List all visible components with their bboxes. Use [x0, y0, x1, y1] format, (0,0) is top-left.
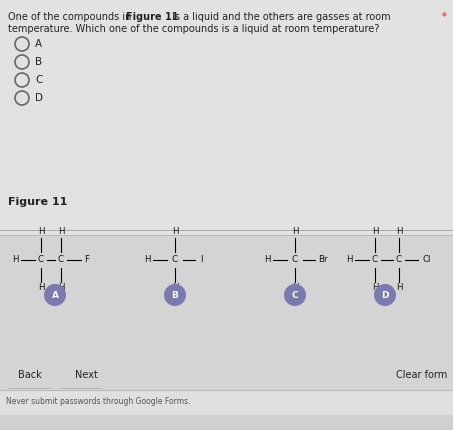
Text: Never submit passwords through Google Forms.: Never submit passwords through Google Fo…: [6, 397, 191, 406]
Circle shape: [284, 284, 306, 306]
Bar: [0, 415, 453, 430]
Text: H: H: [144, 255, 150, 264]
Text: C: C: [38, 255, 44, 264]
Text: Br: Br: [318, 255, 328, 264]
Circle shape: [374, 284, 396, 306]
Text: D: D: [35, 93, 43, 103]
Bar: [0, 390, 453, 415]
Text: is a liquid and the others are gasses at room: is a liquid and the others are gasses at…: [169, 12, 390, 22]
Text: A: A: [35, 39, 42, 49]
Text: H: H: [172, 283, 178, 292]
Text: One of the compounds in: One of the compounds in: [8, 12, 135, 22]
Circle shape: [44, 284, 66, 306]
Text: H: H: [58, 227, 64, 236]
Text: C: C: [35, 75, 43, 85]
Text: H: H: [172, 227, 178, 236]
Text: temperature. Which one of the compounds is a liquid at room temperature?: temperature. Which one of the compounds …: [8, 24, 379, 34]
Text: H: H: [372, 227, 378, 236]
Text: Figure 11: Figure 11: [8, 197, 67, 207]
Bar: [0, 0, 453, 235]
Text: H: H: [292, 227, 298, 236]
Text: H: H: [292, 283, 298, 292]
Text: I: I: [200, 255, 202, 264]
Text: B: B: [172, 291, 178, 300]
Bar: [0, 235, 453, 390]
Text: Cl: Cl: [423, 255, 431, 264]
Text: H: H: [396, 283, 402, 292]
Text: H: H: [264, 255, 270, 264]
Text: H: H: [12, 255, 18, 264]
Text: Clear form: Clear form: [396, 370, 447, 380]
Text: F: F: [85, 255, 90, 264]
Text: Figure 11: Figure 11: [126, 12, 178, 22]
Text: H: H: [38, 283, 44, 292]
Text: H: H: [346, 255, 352, 264]
Text: C: C: [292, 255, 298, 264]
Text: C: C: [396, 255, 402, 264]
Text: H: H: [38, 227, 44, 236]
Text: H: H: [396, 227, 402, 236]
Text: *: *: [442, 12, 447, 22]
Text: D: D: [381, 291, 389, 300]
Text: B: B: [35, 57, 42, 67]
Text: Next: Next: [75, 370, 98, 380]
Circle shape: [164, 284, 186, 306]
Text: C: C: [292, 291, 299, 300]
Text: A: A: [52, 291, 58, 300]
Text: H: H: [58, 283, 64, 292]
Text: H: H: [372, 283, 378, 292]
Text: C: C: [372, 255, 378, 264]
Text: C: C: [172, 255, 178, 264]
Text: Back: Back: [18, 370, 42, 380]
Text: C: C: [58, 255, 64, 264]
